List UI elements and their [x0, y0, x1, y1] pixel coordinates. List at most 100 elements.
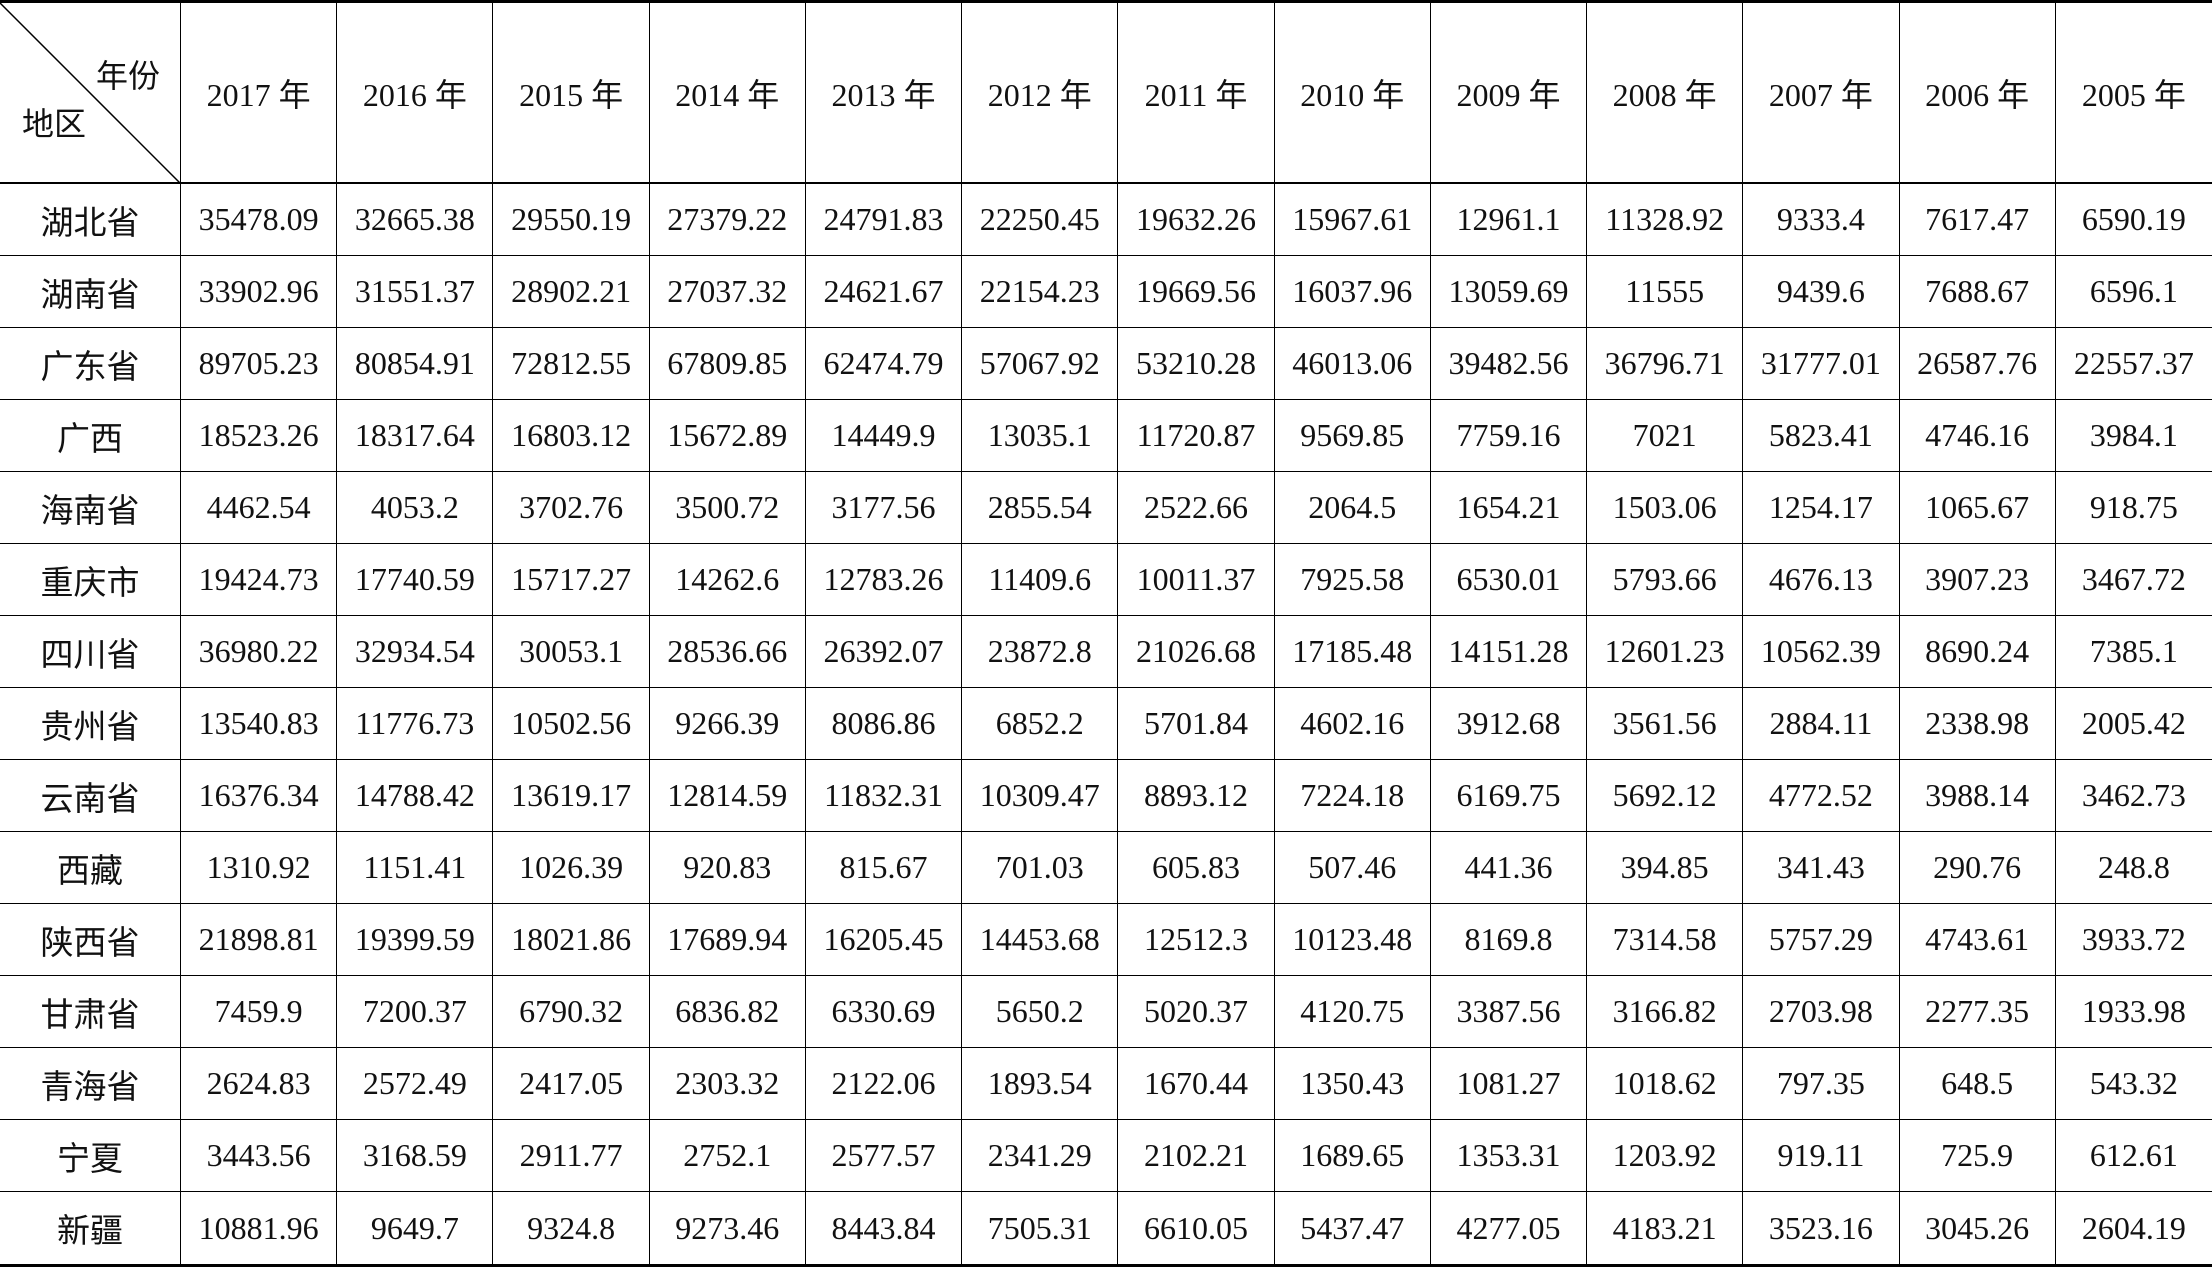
value-cell: 1689.65 [1274, 1120, 1431, 1192]
value-cell: 67809.85 [649, 328, 806, 400]
value-cell: 7688.67 [1899, 256, 2056, 328]
region-name: 四川省 [0, 616, 181, 688]
value-cell: 4772.52 [1743, 760, 1900, 832]
value-cell: 23872.8 [962, 616, 1119, 688]
value-cell: 11832.31 [805, 760, 963, 832]
value-cell: 1203.92 [1587, 1120, 1744, 1192]
value-cell: 2338.98 [1899, 688, 2056, 760]
value-cell: 17689.94 [649, 904, 806, 976]
value-cell: 2341.29 [962, 1120, 1119, 1192]
value-cell: 6610.05 [1118, 1192, 1275, 1264]
value-cell: 1670.44 [1118, 1048, 1275, 1120]
region-name: 宁夏 [0, 1120, 181, 1192]
value-cell: 2624.83 [181, 1048, 338, 1120]
value-cell: 6596.1 [2055, 256, 2212, 328]
value-cell: 3467.72 [2055, 544, 2212, 616]
column-header: 2011 年 [1118, 3, 1275, 184]
value-cell: 3933.72 [2055, 904, 2212, 976]
value-cell: 19632.26 [1118, 184, 1275, 256]
value-cell: 10562.39 [1743, 616, 1900, 688]
column-header: 2009 年 [1430, 3, 1588, 184]
value-cell: 36980.22 [181, 616, 338, 688]
value-cell: 605.83 [1118, 832, 1275, 904]
value-cell: 14262.6 [649, 544, 806, 616]
value-cell: 3702.76 [493, 472, 650, 544]
value-cell: 14449.9 [805, 400, 963, 472]
value-cell: 12512.3 [1118, 904, 1275, 976]
value-cell: 15672.89 [649, 400, 806, 472]
value-cell: 11409.6 [962, 544, 1119, 616]
value-cell: 2064.5 [1274, 472, 1431, 544]
value-cell: 19399.59 [337, 904, 494, 976]
value-cell: 5757.29 [1743, 904, 1900, 976]
value-cell: 2911.77 [493, 1120, 650, 1192]
value-cell: 11720.87 [1118, 400, 1275, 472]
value-cell: 394.85 [1587, 832, 1744, 904]
value-cell: 3500.72 [649, 472, 806, 544]
row-header-label: 地区 [22, 106, 87, 142]
value-cell: 29550.19 [493, 184, 650, 256]
corner-diagonal [0, 3, 180, 182]
value-cell: 2752.1 [649, 1120, 806, 1192]
value-cell: 1065.67 [1899, 472, 2056, 544]
value-cell: 18523.26 [181, 400, 338, 472]
value-cell: 3912.68 [1430, 688, 1588, 760]
value-cell: 19669.56 [1118, 256, 1275, 328]
value-cell: 12961.1 [1430, 184, 1588, 256]
value-cell: 26392.07 [805, 616, 963, 688]
column-header-label: 年份 [95, 58, 160, 94]
value-cell: 1026.39 [493, 832, 650, 904]
value-cell: 33902.96 [181, 256, 338, 328]
value-cell: 4120.75 [1274, 976, 1431, 1048]
value-cell: 9569.85 [1274, 400, 1431, 472]
value-cell: 31551.37 [337, 256, 494, 328]
value-cell: 8443.84 [806, 1192, 963, 1264]
value-cell: 5701.84 [1118, 688, 1275, 760]
value-cell: 3907.23 [1899, 544, 2056, 616]
value-cell: 1503.06 [1587, 472, 1744, 544]
value-cell: 46013.06 [1274, 328, 1431, 400]
value-cell: 3984.1 [2055, 400, 2212, 472]
value-cell: 7200.37 [337, 976, 494, 1048]
value-cell: 53210.28 [1118, 328, 1275, 400]
region-name: 重庆市 [0, 544, 181, 616]
region-name: 贵州省 [0, 688, 181, 760]
value-cell: 9266.39 [649, 688, 806, 760]
value-cell: 12783.26 [805, 544, 963, 616]
column-header: 2005 年 [2055, 3, 2212, 184]
value-cell: 2417.05 [493, 1048, 650, 1120]
value-cell: 2102.21 [1118, 1120, 1275, 1192]
region-name: 陕西省 [0, 904, 181, 976]
value-cell: 15717.27 [493, 544, 650, 616]
region-name: 云南省 [0, 760, 181, 832]
value-cell: 2005.42 [2055, 688, 2212, 760]
value-cell: 18317.64 [337, 400, 494, 472]
value-cell: 5650.2 [962, 976, 1119, 1048]
value-cell: 8893.12 [1118, 760, 1275, 832]
value-cell: 1350.43 [1274, 1048, 1431, 1120]
value-cell: 27379.22 [649, 184, 806, 256]
value-cell: 2884.11 [1743, 688, 1900, 760]
value-cell: 4183.21 [1587, 1192, 1744, 1264]
value-cell: 341.43 [1743, 832, 1900, 904]
value-cell: 10011.37 [1118, 544, 1275, 616]
value-cell: 7385.1 [2055, 616, 2212, 688]
value-cell: 72812.55 [493, 328, 650, 400]
value-cell: 10123.48 [1274, 904, 1431, 976]
value-cell: 3462.73 [2055, 760, 2212, 832]
value-cell: 17740.59 [337, 544, 494, 616]
value-cell: 918.75 [2055, 472, 2212, 544]
value-cell: 2522.66 [1118, 472, 1275, 544]
value-cell: 13619.17 [493, 760, 650, 832]
value-cell: 6330.69 [805, 976, 963, 1048]
value-cell: 920.83 [649, 832, 806, 904]
value-cell: 8169.8 [1430, 904, 1588, 976]
value-cell: 2303.32 [649, 1048, 806, 1120]
value-cell: 11555 [1587, 256, 1744, 328]
value-cell: 3177.56 [805, 472, 963, 544]
value-cell: 8690.24 [1899, 616, 2056, 688]
region-name: 广东省 [0, 328, 181, 400]
value-cell: 7925.58 [1274, 544, 1431, 616]
